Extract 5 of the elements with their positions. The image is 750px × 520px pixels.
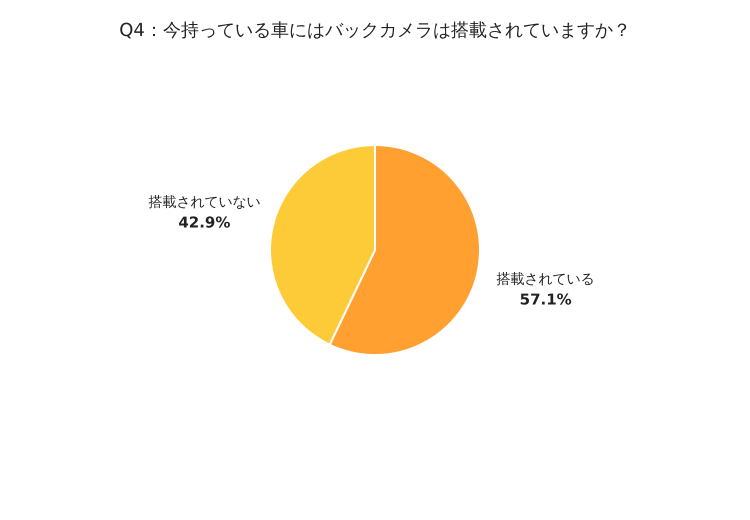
data-label: 57.1% <box>520 290 572 309</box>
chart-title: Q4：今持っている車にはバックカメラは搭載されていますか？ <box>119 20 631 41</box>
slice-label: 搭載されている <box>496 272 595 288</box>
data-label: 42.9% <box>178 213 230 232</box>
slice-label: 搭載されていない <box>148 194 260 210</box>
